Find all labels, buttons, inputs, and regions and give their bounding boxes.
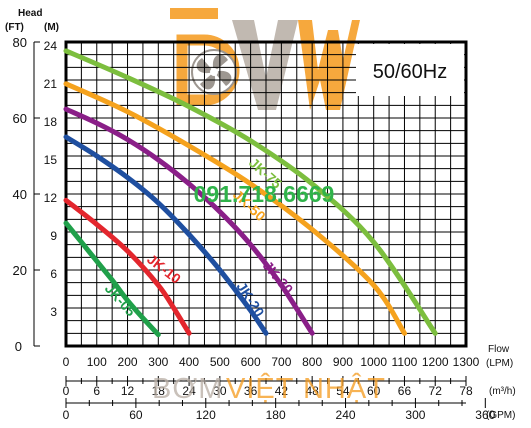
lpm-tick-label: 600 <box>241 355 261 369</box>
lpm-tick-label: 500 <box>210 355 230 369</box>
gpm-tick-label: 60 <box>129 408 143 422</box>
logo-watermark <box>170 8 360 110</box>
m-tick: 15 <box>44 153 58 167</box>
performance-curves <box>63 48 438 338</box>
curve-jk-05 <box>63 220 161 338</box>
frequency-box <box>356 44 464 96</box>
phone-watermark: 091.718.6669 <box>194 181 335 207</box>
m3h-tick-label: 30 <box>213 384 227 398</box>
gpm-unit-label: (GPM) <box>486 410 515 421</box>
gpm-tick-label: 180 <box>266 408 286 422</box>
m3h-tick-label: 72 <box>429 384 443 398</box>
ft-tick: 40 <box>13 187 27 202</box>
m-tick: 24 <box>44 39 58 53</box>
curve-label-jk-05: JK-05 <box>102 280 140 319</box>
lpm-tick-label: 200 <box>118 355 138 369</box>
gpm-tick-label: 0 <box>63 408 70 422</box>
ft-tick: 60 <box>13 111 27 126</box>
m3h-axis: 0 6 12 18 24 30 36 42 48 54 60 66 72 78 <box>63 376 473 398</box>
m-tick: 21 <box>44 77 58 91</box>
m3h-tick-label: 42 <box>275 384 289 398</box>
m-tick: 12 <box>44 191 58 205</box>
curve-label-jk-20: JK-20 <box>233 279 267 320</box>
unit-ft-label: (FT) <box>5 22 24 33</box>
m-tick: 6 <box>50 267 57 281</box>
lpm-tick-label: 400 <box>179 355 199 369</box>
brand-watermark-word1: BƠM <box>152 373 223 405</box>
ft-tick: 80 <box>13 35 27 50</box>
gpm-axis: 0 60 120 180 240 300 360 <box>63 398 496 422</box>
m-tick: 18 <box>44 115 58 129</box>
ft-axis-ticks <box>34 41 40 347</box>
feet-tick-labels: 0 20 40 60 80 <box>13 35 27 354</box>
m3h-tick-label: 78 <box>459 384 473 398</box>
gpm-tick-label: 360 <box>475 408 495 422</box>
meter-tick-labels: 3 6 9 12 15 18 21 24 <box>44 39 58 319</box>
m-tick: 3 <box>50 305 57 319</box>
lpm-tick-label: 800 <box>302 355 322 369</box>
m3h-tick-label: 0 <box>63 384 70 398</box>
m3h-tick-label: 24 <box>182 384 196 398</box>
lpm-tick-label: 0 <box>63 355 70 369</box>
logo-bar <box>170 8 218 19</box>
curve-jk-75 <box>63 48 438 336</box>
m3h-tick-label: 48 <box>305 384 319 398</box>
m3h-tick-label: 12 <box>121 384 135 398</box>
curve-jk-20 <box>63 134 269 336</box>
m3h-tick-label: 66 <box>398 384 412 398</box>
curve-jk-50 <box>63 81 407 336</box>
lpm-tick-label: 300 <box>148 355 168 369</box>
lpm-unit-label: (LPM) <box>486 358 513 369</box>
curve-jk-30 <box>63 106 315 336</box>
head-title: Head <box>18 8 42 19</box>
m-tick: 9 <box>50 229 57 243</box>
ft-tick: 20 <box>13 263 27 278</box>
plot-frame <box>64 40 468 348</box>
lpm-tick-label: 1300 <box>453 355 480 369</box>
logo-letter-v <box>232 20 298 110</box>
lpm-tick-label: 700 <box>271 355 291 369</box>
brand-watermark-word2: VIỆT NHẬT <box>226 372 386 405</box>
ft-tick: 0 <box>15 339 22 354</box>
m3h-tick-label: 18 <box>152 384 166 398</box>
lpm-tick-label: 100 <box>87 355 107 369</box>
flow-title: Flow <box>488 344 510 355</box>
logo-letter-w <box>298 20 360 110</box>
curve-label-jk-10: JK-10 <box>144 251 184 287</box>
curve-label-jk-30: JK-30 <box>260 258 297 298</box>
m3h-unit-label: (m³/h) <box>489 386 516 397</box>
logo-fan-icon <box>191 49 237 95</box>
frequency-label: 50/60Hz <box>373 61 448 83</box>
lpm-tick-label: 1200 <box>422 355 449 369</box>
m3h-tick-label: 36 <box>244 384 258 398</box>
m3h-tick-label: 54 <box>336 384 350 398</box>
gpm-tick-label: 240 <box>336 408 356 422</box>
gpm-tick-label: 300 <box>405 408 425 422</box>
lpm-tick-label: 900 <box>333 355 353 369</box>
lpm-tick-label: 1100 <box>392 355 418 369</box>
lpm-tick-label: 1000 <box>360 355 387 369</box>
lpm-axis: 0 100 200 300 400 500 600 700 800 900 1000 1100 1200… <box>63 355 480 369</box>
unit-m-label: (M) <box>44 22 59 33</box>
m3h-tick-label: 6 <box>93 384 100 398</box>
gpm-tick-label: 120 <box>196 408 216 422</box>
curve-jk-10 <box>63 197 192 336</box>
m3h-tick-label: 60 <box>367 384 381 398</box>
